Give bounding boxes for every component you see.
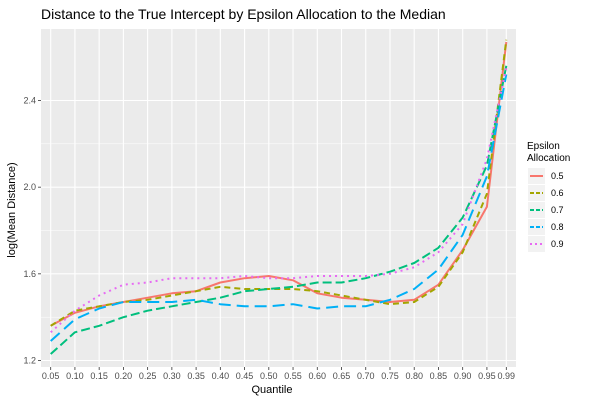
y-axis-title: log(Mean Distance) xyxy=(6,162,18,257)
legend-title-line1: Epsilon xyxy=(527,141,560,152)
series-line-0.6 xyxy=(50,39,508,327)
x-tick-label: 0.60 xyxy=(309,371,327,381)
x-tick-label: 0.75 xyxy=(381,371,399,381)
grid xyxy=(41,29,516,367)
x-tick-label: 0.15 xyxy=(90,371,108,381)
series-line-0.9 xyxy=(50,67,508,334)
x-tick-label: 0.50 xyxy=(260,371,278,381)
legend-label: 0.8 xyxy=(551,222,564,232)
y-tick-label: 2.0 xyxy=(23,182,36,192)
x-tick-label: 0.95 xyxy=(478,371,496,381)
x-tick-label: 0.90 xyxy=(454,371,472,381)
y-tick-label: 2.4 xyxy=(23,96,36,106)
y-tick-label: 1.2 xyxy=(23,356,36,366)
x-tick-label: 0.99 xyxy=(498,371,516,381)
x-axis: 0.05 0.10 0.15 0.20 0.25 0.30 0.35 0.40 0.45 0.50… xyxy=(42,367,515,381)
y-tick-label: 1.6 xyxy=(23,269,36,279)
x-axis-title: Quantile xyxy=(252,384,293,396)
x-tick-label: 0.25 xyxy=(139,371,157,381)
legend-label: 0.5 xyxy=(551,171,564,181)
legend-label: 0.6 xyxy=(551,188,564,198)
x-tick-label: 0.30 xyxy=(163,371,181,381)
x-tick-label: 0.40 xyxy=(212,371,230,381)
legend-title-line2: Allocation xyxy=(527,153,570,164)
plot-panel xyxy=(41,29,516,367)
series-lines xyxy=(50,39,508,355)
series-line-0.7 xyxy=(50,65,508,355)
x-tick-label: 0.10 xyxy=(66,371,84,381)
legend: Epsilon Allocation 0.5 0.6 0.7 0.8 0.9 xyxy=(527,141,570,252)
x-tick-label: 0.45 xyxy=(236,371,254,381)
x-tick-label: 0.80 xyxy=(405,371,423,381)
y-axis: 1.2 1.6 2.0 2.4 xyxy=(23,96,41,366)
chart-title: Distance to the True Intercept by Epsilo… xyxy=(41,6,446,22)
legend-label: 0.7 xyxy=(551,205,564,215)
x-tick-label: 0.35 xyxy=(187,371,205,381)
x-tick-label: 0.55 xyxy=(284,371,302,381)
x-tick-label: 0.05 xyxy=(42,371,60,381)
x-tick-label: 0.70 xyxy=(357,371,375,381)
x-tick-label: 0.20 xyxy=(115,371,133,381)
series-line-0.8 xyxy=(50,74,508,342)
x-tick-label: 0.85 xyxy=(430,371,448,381)
x-tick-label: 0.65 xyxy=(333,371,351,381)
legend-label: 0.9 xyxy=(551,239,564,249)
